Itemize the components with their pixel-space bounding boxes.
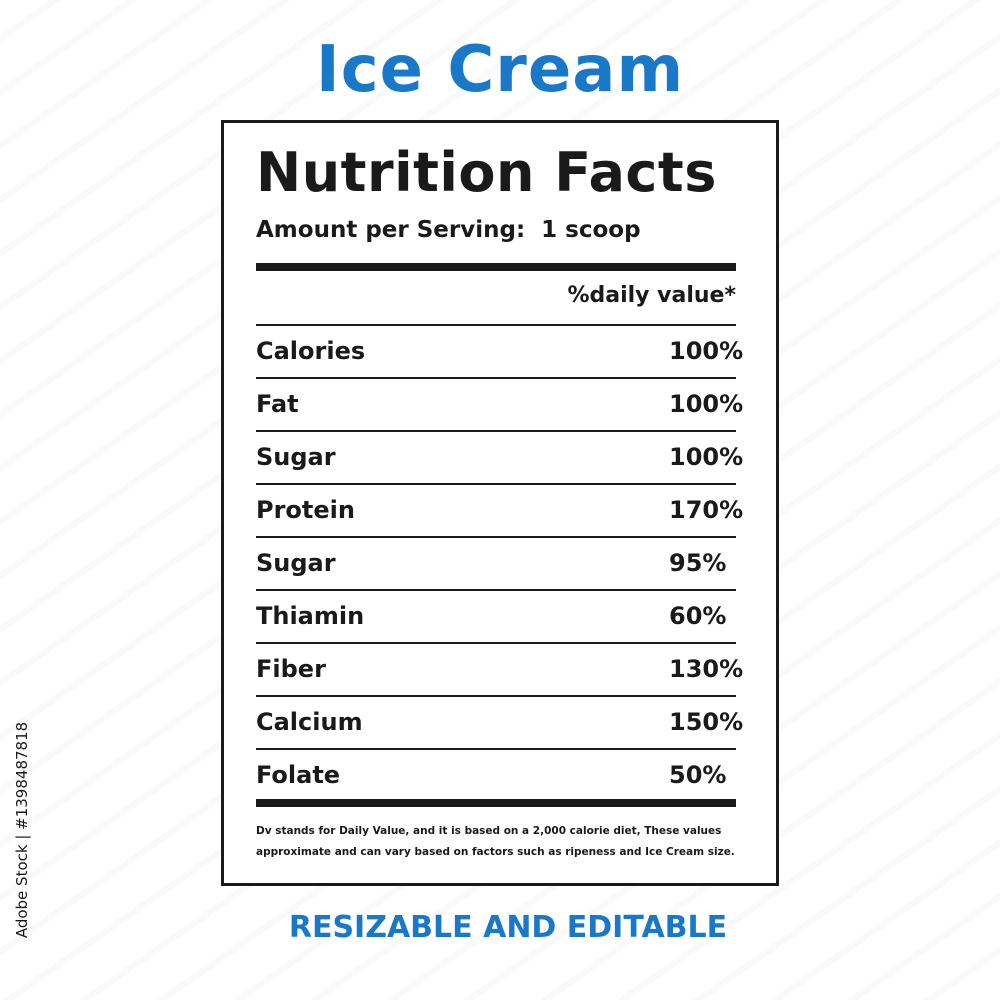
nutrient-name: Thiamin	[256, 602, 365, 630]
nutrient-daily-value: 95%	[669, 549, 727, 577]
nutrient-daily-value: 150%	[669, 708, 744, 736]
footnote: Dv stands for Daily Value, and it is bas…	[256, 825, 735, 858]
serving-size: Amount per Serving: 1 scoop	[256, 215, 641, 245]
bottom-divider-bar	[256, 799, 736, 807]
nutrient-daily-value: 100%	[669, 390, 744, 418]
daily-value-header: %daily value*	[567, 283, 736, 308]
nutrient-daily-value: 170%	[669, 496, 744, 524]
nutrient-daily-value: 130%	[669, 655, 744, 683]
nutrient-name: Calories	[256, 337, 366, 365]
nutrient-row: Fat 100%	[256, 377, 743, 430]
nutrient-name: Sugar	[256, 549, 336, 577]
nutrient-row: Fiber 130%	[256, 642, 743, 695]
serving-label: Amount per Serving:	[256, 217, 526, 243]
product-title: Ice Cream	[315, 33, 685, 107]
top-divider-bar	[256, 263, 736, 271]
nutrient-row: Sugar 95%	[256, 536, 736, 589]
stock-id: Adobe Stock | #1398487818	[13, 721, 31, 939]
nutrient-name: Folate	[256, 761, 341, 789]
nutrient-name: Calcium	[256, 708, 363, 736]
nutrient-daily-value: 100%	[669, 443, 744, 471]
nutrient-row: Folate 50%	[256, 748, 736, 801]
nutrition-facts-heading: Nutrition Facts	[256, 141, 717, 204]
nutrient-name: Fat	[256, 390, 299, 418]
nutrient-row: Thiamin 60%	[256, 589, 736, 642]
serving-value: 1 scoop	[541, 217, 641, 243]
nutrient-row: Protein 170%	[256, 483, 743, 536]
resizable-editable-caption: RESIZABLE AND EDITABLE	[288, 910, 728, 945]
nutrient-daily-value: 60%	[669, 602, 727, 630]
nutrient-row: Calories 100%	[256, 324, 743, 377]
nutrient-list: Calories 100% Fat 100% Sugar 100% Protein 170% S…	[256, 324, 743, 801]
nutrition-label: Nutrition Facts Amount per Serving: 1 sco…	[221, 120, 779, 886]
nutrient-daily-value: 100%	[669, 337, 744, 365]
nutrient-row: Calcium 150%	[256, 695, 743, 748]
nutrient-name: Fiber	[256, 655, 326, 683]
nutrient-daily-value: 50%	[669, 761, 727, 789]
nutrient-name: Sugar	[256, 443, 336, 471]
nutrient-row: Sugar 100%	[256, 430, 743, 483]
nutrient-name: Protein	[256, 496, 355, 524]
